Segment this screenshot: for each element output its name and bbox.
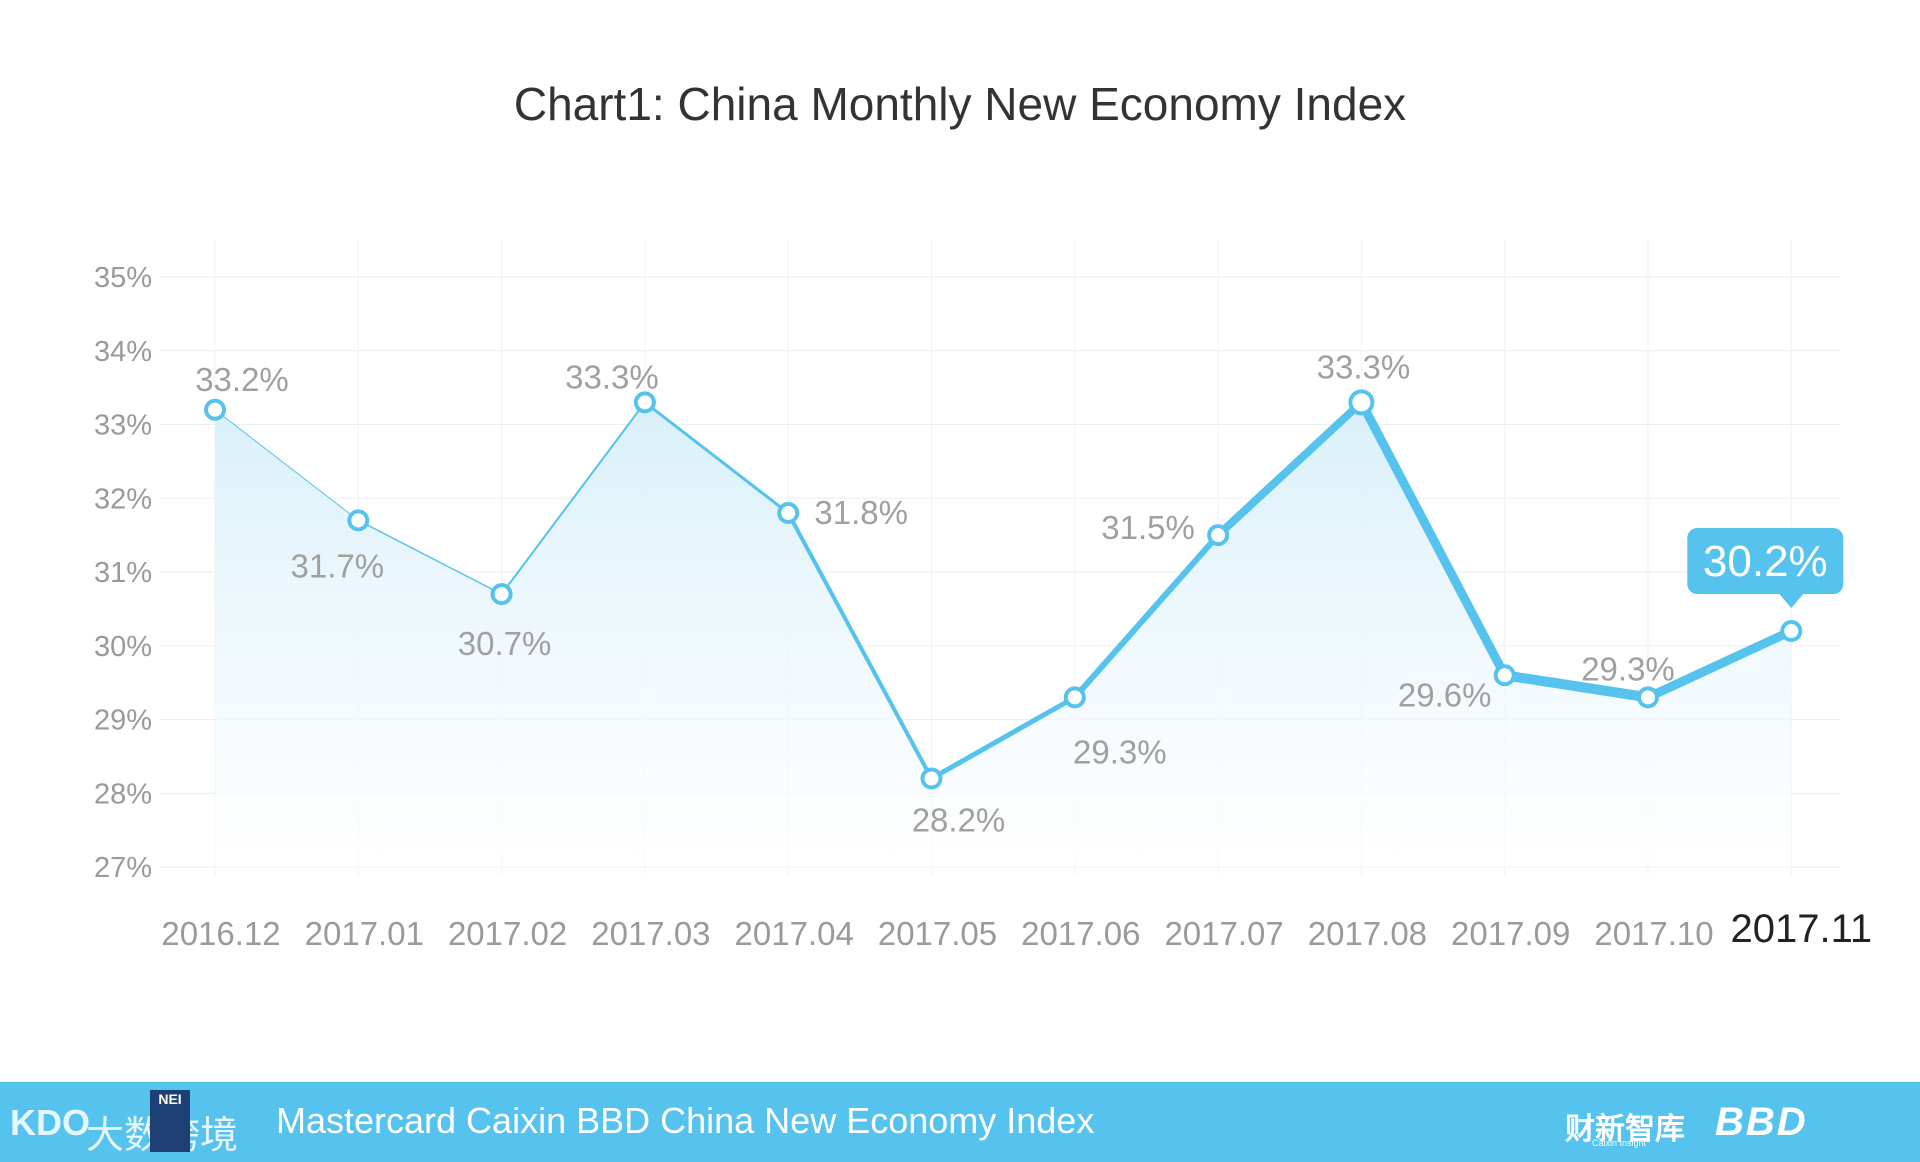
caixin-insight-subtitle: Caixin Insight	[1592, 1138, 1647, 1148]
data-label: 29.3%	[1073, 733, 1167, 770]
series-line-segment	[1643, 626, 1796, 702]
series-line-segment	[643, 400, 790, 515]
watermark-logo: KDO 大数跨境 NEI	[10, 1090, 250, 1157]
caixin-insight-logo: 财新智库	[1565, 1113, 1685, 1146]
x-tick-label: 2017.04	[735, 915, 854, 952]
y-tick-label: 30%	[94, 631, 152, 663]
data-point	[490, 583, 513, 606]
data-label: 29.6%	[1398, 676, 1492, 713]
series-line-segment	[786, 511, 934, 781]
data-point	[1637, 686, 1659, 709]
y-tick-label: 35%	[94, 262, 152, 294]
data-point	[204, 398, 226, 421]
series-line-segment	[357, 519, 503, 595]
series-line-segment	[1499, 670, 1653, 703]
data-point	[777, 502, 800, 524]
logo-mark: KDO	[10, 1102, 90, 1143]
data-label: 33.3%	[1317, 348, 1411, 385]
nei-badge: NEI	[150, 1090, 190, 1152]
x-tick-label: 2017.06	[1021, 915, 1140, 952]
x-tick-label: 2016.12	[161, 915, 280, 952]
y-tick-label: 28%	[94, 778, 152, 810]
data-point	[347, 509, 370, 532]
x-tick-label: 2017.11	[1730, 907, 1872, 951]
data-label: 33.3%	[565, 358, 659, 395]
data-label: 33.2%	[195, 361, 289, 398]
data-label: 30.7%	[458, 625, 552, 662]
series-line-segment	[929, 694, 1078, 781]
callout-pointer	[1779, 594, 1804, 608]
series-line-segment	[1071, 532, 1222, 701]
x-tick-label: 2017.05	[878, 915, 997, 952]
y-tick-label: 27%	[94, 852, 152, 884]
x-tick-label: 2017.10	[1594, 915, 1713, 952]
data-point	[1493, 664, 1516, 687]
x-tick-label: 2017.09	[1451, 915, 1570, 952]
highlight-label: 30.2%	[1703, 537, 1828, 586]
chart-title: Chart1: China Monthly New Economy Index	[514, 78, 1406, 130]
bbd-logo: BBD	[1715, 1100, 1808, 1144]
chart: Chart1: China Monthly New Economy Index …	[94, 78, 1872, 952]
y-tick-label: 34%	[94, 336, 152, 368]
data-label: 31.8%	[814, 494, 908, 531]
data-label: 31.7%	[291, 547, 385, 584]
data-point	[920, 767, 943, 790]
footer-bar: KDO 大数跨境 NEI Mastercard Caixin BBD China…	[0, 1082, 1920, 1162]
data-point	[1348, 389, 1375, 416]
x-tick-label: 2017.08	[1308, 915, 1427, 952]
series-line-segment	[1356, 397, 1510, 680]
data-label: 31.5%	[1101, 509, 1195, 546]
data-label: 29.3%	[1581, 650, 1675, 687]
data-label: 28.2%	[912, 802, 1006, 839]
data-point	[1207, 524, 1230, 547]
area-fill	[215, 402, 1792, 867]
data-point	[633, 391, 656, 414]
x-tick-label: 2017.02	[448, 915, 567, 952]
y-tick-label: 33%	[94, 410, 152, 442]
data-point	[1780, 620, 1803, 642]
highlight-callout	[1687, 528, 1844, 594]
x-tick-label: 2017.01	[305, 915, 424, 952]
y-tick-label: 31%	[94, 557, 152, 589]
series-line-segment	[500, 401, 646, 596]
y-tick-label: 29%	[94, 705, 152, 737]
series-line-segment	[214, 409, 359, 521]
y-tick-label: 32%	[94, 483, 152, 515]
data-point	[1063, 686, 1086, 709]
x-tick-label: 2017.03	[591, 915, 710, 952]
series-line-segment	[1214, 398, 1366, 540]
x-tick-label: 2017.07	[1164, 915, 1283, 952]
footer-title: Mastercard Caixin BBD China New Economy …	[276, 1100, 1095, 1141]
